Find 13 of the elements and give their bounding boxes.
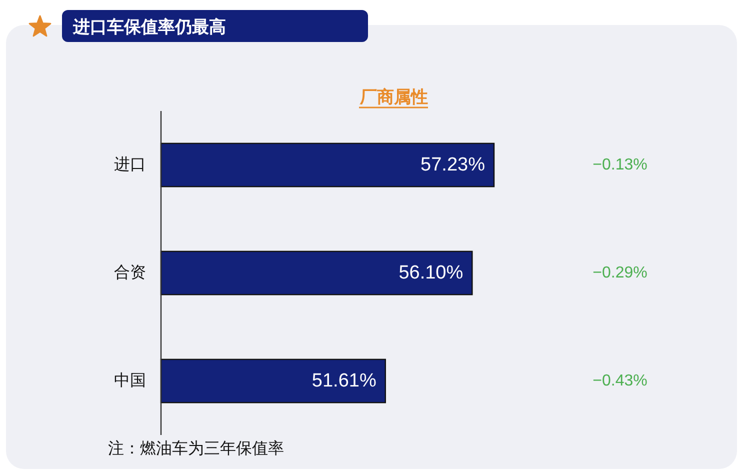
change-label: −0.13%	[592, 156, 648, 174]
category-label: 中国	[114, 372, 146, 390]
change-label: −0.29%	[592, 264, 648, 282]
value-label: 51.61%	[312, 370, 376, 392]
change-label: −0.43%	[592, 372, 648, 390]
title: 进口车保值率仍最高	[62, 10, 368, 42]
value-label: 57.23%	[420, 154, 485, 176]
category-label: 进口	[114, 156, 146, 174]
subtitle: 厂商属性	[359, 88, 428, 108]
chart-title: 进口车保值率仍最高	[72, 18, 226, 36]
value-label: 56.10%	[398, 262, 464, 284]
category-label: 合资	[114, 264, 146, 282]
note: 注：燃油车为三年保值率	[108, 440, 284, 458]
